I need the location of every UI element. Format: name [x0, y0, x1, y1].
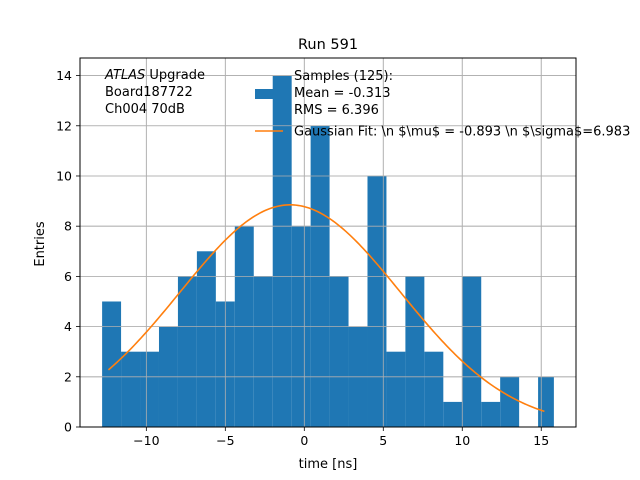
- histogram-bar: [140, 351, 159, 427]
- x-tick-label: −5: [216, 433, 234, 448]
- histogram-bar: [443, 401, 463, 427]
- atlas-annotation: ATLAS Upgrade Board187722 Ch004 70dB: [104, 68, 205, 117]
- histogram-bar: [462, 276, 482, 427]
- x-axis-label: time [ns]: [299, 457, 358, 472]
- y-tick-label: 14: [56, 68, 72, 83]
- histogram-bar: [367, 175, 387, 427]
- histogram-bar: [121, 351, 141, 427]
- histogram-bar: [102, 301, 122, 427]
- y-tick-label: 10: [56, 168, 72, 183]
- histogram-bar: [500, 376, 520, 427]
- fit-curve: [107, 204, 545, 413]
- x-tick-label: 5: [379, 433, 387, 448]
- annotation-line: Board187722: [105, 85, 193, 100]
- x-ticks: −10 −5 0 5 10 15: [133, 427, 549, 448]
- x-tick-label: 0: [300, 433, 308, 448]
- legend-fit-label: Gaussian Fit: \n $\mu$ = -0.893 \n $\sig…: [294, 125, 630, 140]
- histogram-bar: [481, 401, 501, 427]
- y-tick-label: 0: [64, 420, 72, 435]
- y-ticks: 0 2 4 6 8 10 12 14: [56, 68, 80, 435]
- histogram-bar: [196, 251, 216, 427]
- y-axis-label: Entries: [33, 221, 48, 267]
- histogram-bar: [177, 276, 197, 427]
- legend-histogram-swatch: [255, 89, 283, 99]
- y-tick-label: 4: [64, 319, 72, 334]
- grid-overlay: [80, 58, 576, 428]
- legend: Samples (125): Mean = -0.313 RMS = 6.396…: [255, 69, 630, 140]
- y-tick-label: 12: [56, 118, 72, 133]
- x-tick-label: −10: [133, 433, 159, 448]
- gaussian-fit: [107, 204, 545, 413]
- histogram-bar: [329, 276, 349, 427]
- histogram-bar: [405, 276, 425, 427]
- x-tick-label: 10: [454, 433, 470, 448]
- histogram-bar: [424, 351, 444, 427]
- x-tick-label: 15: [533, 433, 549, 448]
- legend-histogram-label: Samples (125): Mean = -0.313 RMS = 6.396: [294, 69, 393, 118]
- histogram-bar: [272, 75, 292, 428]
- chart-title: Run 591: [298, 37, 358, 53]
- legend-histogram-line: Mean = -0.313: [294, 86, 390, 101]
- axes-frame: [79, 57, 577, 428]
- y-tick-label: 6: [64, 269, 72, 284]
- histogram-bar: [253, 276, 273, 427]
- histogram-bars: [80, 58, 576, 428]
- legend-histogram-line: Samples (125):: [294, 69, 393, 84]
- y-tick-label: 8: [64, 219, 72, 234]
- histogram-bar: [386, 351, 406, 427]
- y-tick-label: 2: [64, 369, 72, 384]
- histogram-bar: [538, 376, 554, 427]
- annotation-line: Ch004 70dB: [105, 102, 185, 117]
- annotation-line: ATLAS Upgrade: [104, 68, 205, 83]
- legend-histogram-line: RMS = 6.396: [294, 103, 379, 118]
